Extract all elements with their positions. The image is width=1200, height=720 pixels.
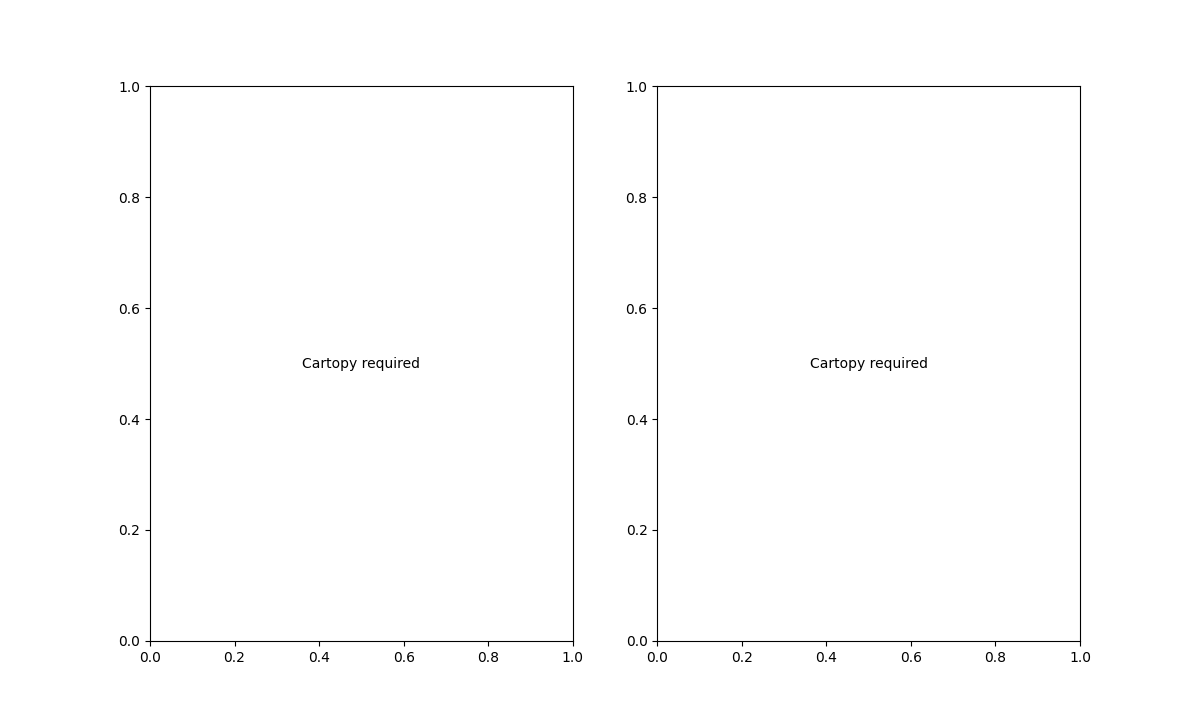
Text: Cartopy required: Cartopy required — [302, 356, 420, 371]
Text: Cartopy required: Cartopy required — [810, 356, 928, 371]
